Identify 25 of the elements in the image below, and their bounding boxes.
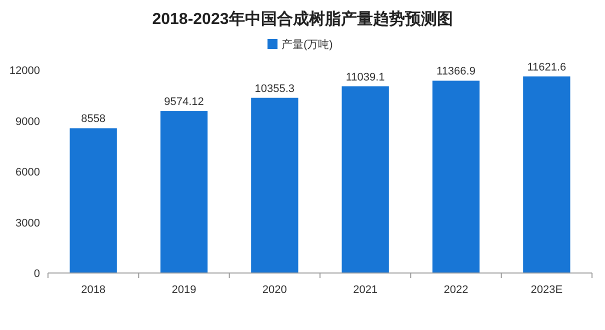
x-tick-label: 2023E [530,284,563,296]
data-label: 11366.9 [436,66,476,78]
data-label: 9574.12 [164,96,204,108]
y-tick-label: 12000 [9,65,40,77]
bar [251,98,298,273]
x-tick-label: 2019 [172,284,196,296]
data-label: 11039.1 [346,71,385,84]
chart-title: 2018-2023年中国合成树脂产量趋势预测图 [152,10,453,28]
bar [70,128,117,273]
bar [160,111,208,273]
data-label: 11621.6 [527,61,566,74]
x-tick-label: 2021 [353,284,378,296]
data-label: 8558 [81,113,106,126]
y-tick-label: 6000 [16,166,40,178]
legend-label: 产量(万吨) [282,38,333,51]
y-tick-label: 9000 [16,116,40,128]
x-tick-label: 2022 [444,284,468,296]
x-tick-label: 2020 [262,284,287,296]
data-label: 10355.3 [254,82,295,95]
y-tick-label: 3000 [16,217,40,230]
bar [342,86,389,273]
y-tick-label: 0 [34,268,40,280]
bar [523,76,570,273]
bar [432,80,480,273]
x-tick-label: 2018 [81,284,106,296]
